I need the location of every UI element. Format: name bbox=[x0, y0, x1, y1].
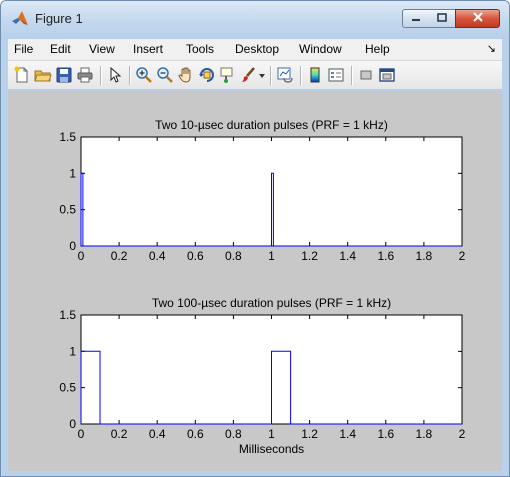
plot-area: Two 10-µsec duration pulses (PRF = 1 kHz… bbox=[59, 118, 466, 456]
y-tick-label: 0.5 bbox=[59, 203, 76, 217]
hide-plot-tools-icon[interactable] bbox=[357, 66, 375, 84]
menu-file[interactable]: File bbox=[14, 42, 34, 56]
x-tick-label: 1.2 bbox=[301, 249, 318, 263]
legend-icon[interactable] bbox=[327, 66, 345, 84]
maximize-icon bbox=[436, 10, 448, 28]
figure-toolbar bbox=[8, 60, 502, 90]
minimize-icon bbox=[410, 10, 422, 28]
menu-bar: File Edit View Insert Tools Desktop Wind… bbox=[8, 39, 502, 60]
zoom-in-icon[interactable] bbox=[135, 66, 153, 84]
window-title: Figure 1 bbox=[35, 11, 83, 26]
toolbar-separator bbox=[270, 66, 271, 85]
x-tick-label: 0.6 bbox=[187, 427, 204, 441]
open-file-icon[interactable] bbox=[34, 66, 52, 84]
menu-tools[interactable]: Tools bbox=[186, 42, 215, 56]
new-figure-icon[interactable] bbox=[13, 66, 31, 84]
toolbar-separator bbox=[300, 66, 301, 85]
x-tick-label: 0.2 bbox=[111, 249, 128, 263]
pulse-series-line bbox=[80, 350, 462, 425]
y-tick-label: 0.5 bbox=[59, 381, 76, 395]
x-tick-label: 0.6 bbox=[187, 249, 204, 263]
figure-canvas[interactable]: Two 10-µsec duration pulses (PRF = 1 kHz… bbox=[8, 91, 502, 471]
save-icon[interactable] bbox=[55, 66, 73, 84]
y-tick-label: 1.5 bbox=[59, 308, 76, 322]
x-tick-label: 0.4 bbox=[149, 427, 166, 441]
y-tick-label: 0 bbox=[69, 239, 76, 253]
menu-edit[interactable]: Edit bbox=[50, 42, 71, 56]
x-tick-label: 1.4 bbox=[339, 427, 356, 441]
x-tick-label: 1.6 bbox=[377, 249, 394, 263]
undock-arrow-icon[interactable]: ↘ bbox=[486, 43, 496, 55]
x-tick-label: 0 bbox=[78, 249, 85, 263]
close-icon bbox=[471, 10, 485, 28]
brush-dropdown-icon[interactable] bbox=[258, 66, 266, 84]
x-tick-label: 0.2 bbox=[111, 427, 128, 441]
menu-view[interactable]: View bbox=[89, 42, 115, 56]
menu-desktop[interactable]: Desktop bbox=[235, 42, 280, 56]
minimize-button[interactable] bbox=[402, 9, 430, 28]
x-tick-label: 1.8 bbox=[416, 427, 433, 441]
toolbar-separator bbox=[351, 66, 352, 85]
axes-1-title: Two 10-µsec duration pulses (PRF = 1 kHz… bbox=[155, 118, 388, 132]
x-tick-label: 2 bbox=[459, 427, 466, 441]
x-tick-label: 0.4 bbox=[149, 249, 166, 263]
x-tick-label: 1.4 bbox=[339, 249, 356, 263]
menu-help[interactable]: Help bbox=[365, 42, 390, 56]
y-tick-label: 1 bbox=[69, 166, 76, 180]
menu-insert[interactable]: Insert bbox=[133, 42, 164, 56]
edit-plot-arrow-icon[interactable] bbox=[106, 66, 124, 84]
pan-hand-icon[interactable] bbox=[177, 66, 195, 84]
maximize-button[interactable] bbox=[429, 9, 456, 28]
link-plot-icon[interactable] bbox=[276, 66, 294, 84]
y-tick-label: 1 bbox=[69, 344, 76, 358]
close-button[interactable] bbox=[455, 9, 500, 28]
x-tick-label: 1 bbox=[268, 249, 275, 263]
brush-icon[interactable] bbox=[240, 66, 258, 84]
zoom-out-icon[interactable] bbox=[156, 66, 174, 84]
y-tick-label: 1.5 bbox=[59, 130, 76, 144]
x-tick-label: 0 bbox=[78, 427, 85, 441]
x-tick-label: 1.2 bbox=[301, 427, 318, 441]
print-icon[interactable] bbox=[76, 66, 94, 84]
x-axis-label: Milliseconds bbox=[239, 442, 304, 456]
y-tick-label: 0 bbox=[69, 417, 76, 431]
data-cursor-icon[interactable] bbox=[219, 66, 237, 84]
menu-window[interactable]: Window bbox=[299, 42, 342, 56]
toolbar-separator bbox=[100, 66, 101, 85]
x-tick-label: 2 bbox=[459, 249, 466, 263]
x-tick-label: 1.6 bbox=[377, 427, 394, 441]
axes-2-title: Two 100-µsec duration pulses (PRF = 1 kH… bbox=[152, 296, 391, 310]
rotate-3d-icon[interactable] bbox=[198, 66, 216, 84]
show-plot-tools-icon[interactable] bbox=[378, 66, 396, 84]
toolbar-separator bbox=[129, 66, 130, 85]
colorbar-icon[interactable] bbox=[306, 66, 324, 84]
x-tick-label: 1.8 bbox=[416, 249, 433, 263]
pulse-series-line bbox=[80, 172, 462, 247]
x-tick-label: 1 bbox=[268, 427, 275, 441]
title-bar[interactable]: Figure 1 bbox=[1, 1, 509, 39]
x-tick-label: 0.8 bbox=[225, 427, 242, 441]
matlab-logo-icon bbox=[11, 10, 29, 28]
x-tick-label: 0.8 bbox=[225, 249, 242, 263]
